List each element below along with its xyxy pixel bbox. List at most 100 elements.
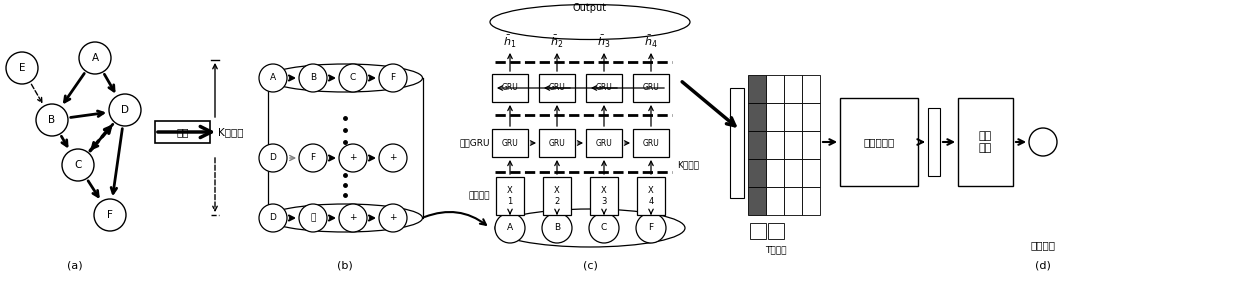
Bar [750,223,766,239]
Text: X
1: X 1 [507,186,513,206]
Text: GRU: GRU [502,83,518,92]
Circle shape [6,52,38,84]
Text: 节点嵌入: 节点嵌入 [469,191,490,201]
Text: C: C [601,224,608,232]
Text: D: D [269,213,277,222]
Circle shape [339,64,367,92]
Circle shape [79,42,112,74]
Text: GRU: GRU [548,83,565,92]
Bar [784,159,802,187]
Bar [587,129,622,157]
Circle shape [299,64,327,92]
Text: 全连
接层: 全连 接层 [978,131,992,153]
Bar [590,177,618,215]
Bar [784,103,802,131]
Text: +: + [350,153,357,162]
Text: Output: Output [573,3,608,13]
Bar [766,75,784,103]
Bar [748,187,766,215]
Text: A: A [507,224,513,232]
Bar [492,129,528,157]
Text: $\bar{h}_2$: $\bar{h}_2$ [551,34,564,50]
Text: C: C [74,160,82,170]
Text: +: + [389,213,397,222]
Text: (d): (d) [1035,260,1052,270]
Text: GRU: GRU [642,138,660,147]
Bar [959,98,1013,186]
Circle shape [379,204,407,232]
Bar [766,187,784,215]
Text: 双向GRU: 双向GRU [460,138,490,147]
Bar [637,177,665,215]
Text: $\bar{h}_1$: $\bar{h}_1$ [503,34,517,50]
Text: 三: 三 [310,213,316,222]
Circle shape [636,213,666,243]
Bar [496,177,525,215]
Bar [539,129,575,157]
Text: +: + [389,153,397,162]
Bar [492,74,528,102]
Circle shape [339,144,367,172]
Circle shape [109,94,141,126]
Circle shape [379,144,407,172]
Circle shape [299,204,327,232]
Bar [632,74,670,102]
Bar [766,131,784,159]
Text: F: F [107,210,113,220]
Text: F: F [649,224,653,232]
Bar [766,103,784,131]
Circle shape [589,213,619,243]
Text: E: E [19,63,25,73]
Circle shape [339,204,367,232]
Bar [539,74,575,102]
Circle shape [495,213,525,243]
Bar [839,98,918,186]
Text: +: + [350,213,357,222]
Text: 注意力机制: 注意力机制 [863,137,894,147]
Text: X
3: X 3 [601,186,606,206]
Bar [802,159,820,187]
Text: T个节点: T个节点 [765,245,787,254]
Text: $\bar{h}_4$: $\bar{h}_4$ [644,34,658,50]
Text: X
2: X 2 [554,186,560,206]
Bar [766,159,784,187]
Bar [155,121,210,143]
Bar [802,75,820,103]
Bar [928,108,940,176]
Text: B: B [48,115,56,125]
Text: (a): (a) [67,260,83,270]
Circle shape [1029,128,1056,156]
Text: GRU: GRU [642,83,660,92]
Text: GRU: GRU [595,83,613,92]
Circle shape [542,213,572,243]
Text: C: C [350,74,356,83]
Bar [748,75,766,103]
Text: D: D [269,153,277,162]
Text: (b): (b) [337,260,353,270]
Circle shape [62,149,94,181]
Circle shape [299,144,327,172]
Text: B: B [310,74,316,83]
Circle shape [259,64,286,92]
Text: GRU: GRU [548,138,565,147]
Text: F: F [310,153,315,162]
Bar [784,75,802,103]
Text: (c): (c) [583,260,598,270]
Text: 尺寸增量: 尺寸增量 [1030,240,1055,250]
Bar [730,88,744,198]
Bar [784,131,802,159]
Bar [784,187,802,215]
Circle shape [36,104,68,136]
Circle shape [259,204,286,232]
Text: A: A [270,74,277,83]
Circle shape [94,199,126,231]
Text: X
4: X 4 [649,186,653,206]
Bar [802,187,820,215]
Text: $\bar{h}_3$: $\bar{h}_3$ [598,34,611,50]
Text: B: B [554,224,560,232]
Circle shape [379,64,407,92]
Text: K个序列: K个序列 [677,160,699,169]
Bar [587,74,622,102]
Bar [769,223,785,239]
Bar [748,159,766,187]
